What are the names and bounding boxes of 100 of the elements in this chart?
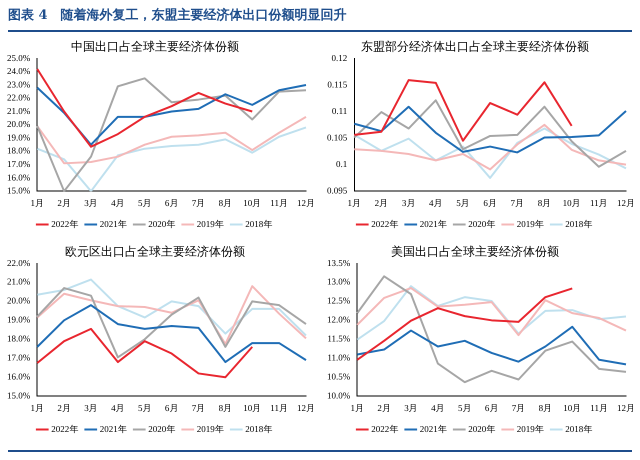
y-tick-label: 0.11	[332, 106, 348, 116]
y-tick-label: 11.0%	[327, 352, 351, 363]
x-tick-label: 7月	[510, 198, 524, 208]
y-tick-label: 20.0%	[6, 296, 31, 306]
legend-label: 2020年	[468, 424, 496, 434]
x-tick-label: 12月	[297, 198, 315, 208]
x-tick-label: 3月	[404, 402, 418, 413]
x-tick-label: 11月	[590, 198, 608, 208]
y-tick-label: 13.0%	[326, 276, 351, 287]
y-tick-label: 23.0%	[6, 79, 31, 90]
x-tick-label: 1月	[30, 198, 44, 208]
x-tick-label: 2月	[374, 198, 388, 208]
x-tick-label: 1月	[348, 198, 361, 208]
legend-label: 2018年	[245, 218, 272, 229]
x-tick-label: 8月	[538, 198, 552, 208]
x-tick-label: 2月	[57, 402, 71, 413]
legend-label: 2019年	[516, 424, 544, 434]
chart-title: 欧元区出口占全球主要经济体份额	[65, 244, 245, 258]
x-tick-label: 4月	[111, 198, 125, 208]
y-tick-label: 17.0%	[6, 159, 31, 169]
x-tick-label: 2月	[57, 198, 71, 208]
y-tick-label: 19.0%	[6, 132, 31, 142]
chart-title: 美国出口占全球主要经济体份额	[391, 244, 559, 258]
y-tick-label: 24.0%	[6, 66, 31, 76]
x-tick-label: 5月	[138, 402, 152, 413]
legend-label: 2021年	[100, 218, 127, 229]
x-tick-label: 3月	[84, 198, 98, 208]
legend-label: 2018年	[245, 424, 272, 434]
y-tick-label: 21.0%	[6, 276, 31, 287]
legend-label: 2022年	[371, 424, 398, 434]
y-tick-label: 20.0%	[6, 119, 31, 130]
x-tick-label: 6月	[164, 402, 178, 413]
legend-label: 2022年	[51, 424, 78, 434]
x-tick-label: 10月	[563, 402, 582, 413]
x-tick-label: 12月	[297, 402, 315, 413]
legend-label: 2020年	[148, 424, 176, 434]
x-tick-label: 6月	[164, 198, 178, 208]
chart-title: 中国出口占全球主要经济体份额	[71, 39, 239, 54]
y-tick-label: 0.12	[332, 52, 348, 63]
y-tick-label: 10.0%	[326, 390, 351, 401]
legend-label: 2022年	[51, 218, 78, 229]
x-tick-label: 5月	[456, 198, 470, 208]
y-tick-label: 21.0%	[6, 106, 31, 116]
legend-label: 2018年	[565, 218, 592, 229]
x-tick-label: 4月	[429, 198, 443, 208]
text: 图表 4 随着海外复工，东盟主要经济体出口份额明显回升	[8, 4, 632, 32]
x-tick-label: 10月	[562, 198, 581, 208]
x-tick-label: 10月	[243, 402, 262, 413]
x-tick-label: 11月	[590, 402, 608, 413]
legend-label: 2021年	[100, 424, 127, 434]
x-tick-label: 2月	[377, 402, 391, 413]
y-tick-label: 11.5%	[327, 334, 351, 344]
legend-label: 2019年	[196, 424, 224, 434]
x-tick-label: 8月	[538, 402, 552, 413]
x-tick-label: 6月	[483, 198, 497, 208]
y-tick-label: 15.0%	[6, 390, 31, 401]
y-tick-label: 12.0%	[326, 314, 351, 325]
legend-label: 2021年	[420, 218, 447, 229]
legend-label: 2019年	[516, 218, 544, 229]
x-tick-label: 8月	[218, 402, 232, 413]
legend-label: 2019年	[196, 218, 224, 229]
legend-label: 2020年	[148, 218, 176, 229]
legend-label: 2020年	[468, 218, 496, 229]
y-tick-label: 17.0%	[6, 352, 31, 363]
x-tick-label: 7月	[512, 402, 526, 413]
y-tick-label: 0.115	[327, 79, 348, 90]
x-tick-label: 5月	[138, 198, 152, 208]
y-tick-label: 18.0%	[6, 146, 31, 156]
legend-label: 2022年	[371, 218, 398, 229]
x-tick-label: 1月	[350, 402, 364, 413]
y-tick-label: 18.0%	[6, 334, 31, 344]
y-tick-label: 22.0%	[6, 258, 31, 268]
x-tick-label: 10月	[243, 198, 262, 208]
y-tick-label: 0.095	[327, 186, 348, 196]
y-tick-label: 12.5%	[326, 296, 351, 306]
x-tick-label: 4月	[111, 402, 125, 413]
x-tick-label: 5月	[458, 402, 472, 413]
x-tick-label: 4月	[431, 402, 445, 413]
legend-label: 2018年	[565, 424, 592, 434]
x-tick-label: 12月	[617, 402, 635, 413]
x-tick-label: 3月	[84, 402, 98, 413]
y-tick-label: 10.5%	[326, 372, 351, 382]
x-tick-label: 12月	[617, 198, 635, 208]
chart-title: 东盟部分经济体出口占全球主要经济体份额	[361, 39, 589, 54]
x-tick-label: 11月	[270, 402, 288, 413]
y-tick-label: 15.0%	[6, 186, 31, 196]
y-tick-label: 0.105	[327, 132, 348, 142]
legend-label: 2021年	[420, 424, 447, 434]
x-tick-label: 7月	[192, 198, 206, 208]
x-tick-label: 6月	[484, 402, 498, 413]
y-tick-label: 22.0%	[6, 92, 31, 103]
x-tick-label: 7月	[192, 402, 206, 413]
x-tick-label: 1月	[30, 402, 44, 413]
y-tick-label: 19.0%	[6, 314, 31, 325]
y-tick-label: 13.5%	[326, 258, 351, 268]
x-tick-label: 8月	[218, 198, 232, 208]
y-tick-label: 16.0%	[6, 172, 31, 182]
x-tick-label: 3月	[402, 198, 416, 208]
y-tick-label: 0.1	[336, 159, 348, 169]
y-tick-label: 25.0%	[6, 52, 31, 63]
